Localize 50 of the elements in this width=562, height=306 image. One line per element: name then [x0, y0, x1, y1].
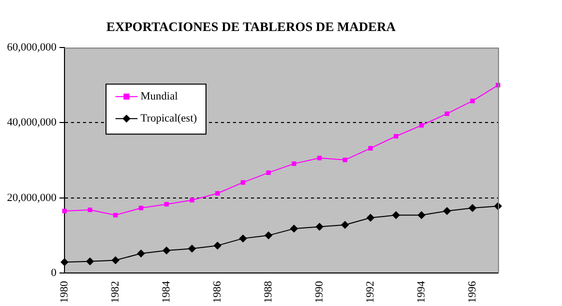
- x-tick-label: 1996: [466, 280, 478, 303]
- x-tick-label: 1992: [364, 281, 376, 303]
- point: [214, 242, 222, 250]
- y-tick-label: 40,000,000: [7, 116, 57, 129]
- point: [62, 208, 67, 214]
- point: [468, 204, 476, 212]
- point: [419, 123, 424, 128]
- point: [264, 231, 272, 240]
- point: [190, 198, 194, 202]
- point: [137, 249, 145, 258]
- point: [266, 170, 271, 175]
- x-tick-label: 1980: [58, 280, 70, 303]
- x-tick-label: 1990: [313, 280, 326, 303]
- point: [86, 257, 94, 266]
- point: [292, 161, 296, 166]
- point: [341, 220, 349, 229]
- point: [392, 211, 400, 220]
- x-tick-label: 1982: [109, 281, 122, 303]
- x-tick-label: 1984: [160, 280, 172, 303]
- legend-label: Tropical(est): [140, 112, 198, 124]
- y-tick-label: 20,000,000: [7, 192, 57, 204]
- point: [444, 111, 450, 116]
- point: [113, 212, 118, 218]
- point: [138, 206, 144, 210]
- point: [162, 246, 170, 254]
- point: [112, 256, 120, 264]
- point: [188, 244, 196, 253]
- point: [317, 156, 322, 160]
- point: [394, 134, 398, 139]
- point: [366, 214, 374, 222]
- legend-label: Mundial: [140, 90, 178, 102]
- point: [316, 222, 324, 231]
- point: [239, 234, 247, 242]
- x-tick-label: 1986: [211, 280, 224, 303]
- y-tick-label: 60,000,000: [7, 41, 57, 54]
- point: [470, 98, 475, 104]
- point: [418, 211, 426, 220]
- x-tick-label: 1994: [415, 280, 428, 303]
- point: [290, 224, 298, 233]
- point: [88, 208, 92, 212]
- chart-title: EXPORTACIONES DE TABLEROS DE MADERA: [106, 19, 396, 34]
- y-tick-label: 0: [51, 266, 57, 279]
- x-tick-label: 1988: [262, 280, 274, 303]
- point: [164, 202, 169, 207]
- point: [215, 191, 220, 196]
- point: [342, 158, 348, 162]
- point: [60, 258, 68, 266]
- point: [368, 146, 373, 151]
- point: [443, 207, 451, 216]
- point: [240, 180, 246, 185]
